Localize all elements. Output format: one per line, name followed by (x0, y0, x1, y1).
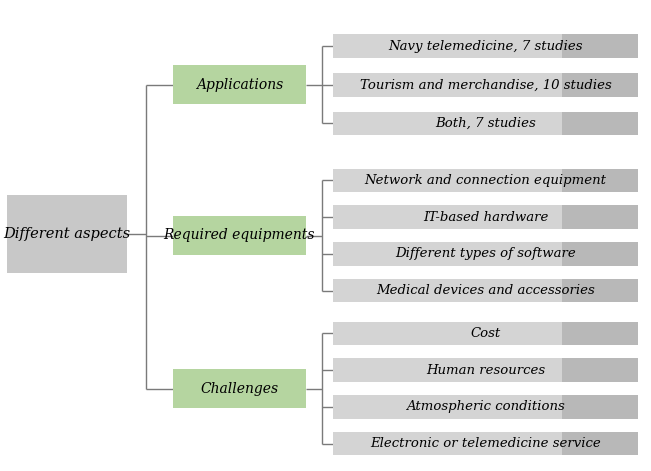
Text: Both, 7 studies: Both, 7 studies (436, 117, 536, 130)
FancyBboxPatch shape (562, 169, 638, 192)
Text: Navy telemedicine, 7 studies: Navy telemedicine, 7 studies (389, 40, 583, 53)
FancyBboxPatch shape (562, 279, 638, 302)
Text: Medical devices and accessories: Medical devices and accessories (376, 284, 595, 297)
FancyBboxPatch shape (333, 432, 562, 455)
FancyBboxPatch shape (333, 322, 562, 345)
Text: Cost: Cost (471, 327, 501, 340)
Text: Required equipments: Required equipments (163, 228, 315, 243)
Text: Applications: Applications (195, 78, 283, 92)
Text: IT-based hardware: IT-based hardware (423, 211, 548, 224)
FancyBboxPatch shape (562, 322, 638, 345)
Text: Electronic or telemedicine service: Electronic or telemedicine service (370, 437, 601, 450)
Text: Different aspects: Different aspects (3, 227, 130, 241)
Text: Network and connection equipment: Network and connection equipment (365, 174, 607, 187)
FancyBboxPatch shape (562, 34, 638, 58)
Text: Atmospheric conditions: Atmospheric conditions (406, 400, 565, 414)
FancyBboxPatch shape (562, 73, 638, 97)
FancyBboxPatch shape (333, 169, 562, 192)
FancyBboxPatch shape (173, 65, 306, 104)
FancyBboxPatch shape (562, 242, 638, 266)
FancyBboxPatch shape (333, 242, 562, 266)
FancyBboxPatch shape (333, 395, 562, 419)
FancyBboxPatch shape (333, 358, 562, 382)
FancyBboxPatch shape (562, 358, 638, 382)
Text: Different types of software: Different types of software (395, 247, 576, 260)
Text: Tourism and merchandise, 10 studies: Tourism and merchandise, 10 studies (360, 78, 611, 91)
Text: Human resources: Human resources (426, 364, 545, 377)
FancyBboxPatch shape (173, 369, 306, 408)
Text: Challenges: Challenges (200, 382, 279, 396)
FancyBboxPatch shape (333, 34, 562, 58)
FancyBboxPatch shape (562, 395, 638, 419)
FancyBboxPatch shape (562, 112, 638, 135)
FancyBboxPatch shape (7, 195, 127, 273)
FancyBboxPatch shape (562, 432, 638, 455)
FancyBboxPatch shape (562, 205, 638, 229)
FancyBboxPatch shape (333, 205, 562, 229)
FancyBboxPatch shape (173, 216, 306, 255)
FancyBboxPatch shape (333, 112, 562, 135)
FancyBboxPatch shape (333, 279, 562, 302)
FancyBboxPatch shape (333, 73, 562, 97)
